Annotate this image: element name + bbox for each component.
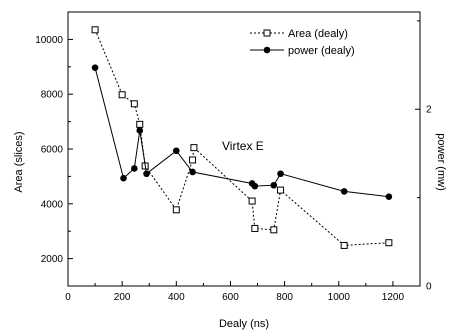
x-tick-label: 1200: [382, 292, 405, 303]
area-data-point: [91, 26, 99, 34]
area-data-point: [190, 144, 198, 152]
x-tick-label: 400: [168, 292, 185, 303]
legend-power-marker: [263, 46, 271, 54]
y-left-tick-label: 4000: [41, 199, 64, 210]
area-data-point: [270, 226, 278, 234]
area-data-point: [251, 224, 259, 232]
legend-area-label: Area (dealy): [288, 28, 348, 40]
area-data-point: [277, 186, 285, 194]
power-data-point: [136, 127, 144, 134]
area-data-point: [248, 197, 256, 205]
power-data-point: [131, 165, 138, 172]
power-data-point: [143, 170, 150, 178]
area-data-point: [385, 239, 393, 247]
y-right-tick-label: 2: [426, 105, 432, 116]
y-right-tick-label: 0: [426, 282, 432, 293]
power-data-point: [173, 147, 180, 155]
power-data-point: [270, 181, 278, 189]
area-data-point: [130, 100, 138, 108]
x-tick-label: 800: [276, 292, 293, 303]
area-data-point: [189, 156, 197, 164]
y-left-tick-label: 8000: [41, 90, 64, 101]
x-tick-label: 600: [222, 292, 239, 303]
power-data-point: [277, 170, 284, 178]
y-axis-left-label: Area (slices): [13, 131, 25, 192]
area-data-point: [340, 241, 348, 249]
y-left-tick-label: 10000: [35, 35, 63, 46]
y-left-tick-label: 2000: [41, 254, 64, 265]
power-data-point: [340, 188, 348, 195]
power-data-point: [385, 193, 393, 201]
power-data-point: [251, 182, 259, 190]
area-data-point: [118, 91, 126, 99]
x-axis-label: Dealy (ns): [219, 318, 269, 330]
area-data-point: [172, 206, 180, 214]
power-data-point: [189, 168, 196, 176]
area-data-point: [136, 120, 144, 128]
chart-annotation: Virtex E: [222, 139, 264, 153]
legend-power-label: power (dealy): [288, 45, 355, 57]
y-left-tick-label: 6000: [41, 145, 64, 156]
x-tick-label: 0: [65, 292, 71, 303]
x-tick-label: 1000: [328, 292, 351, 303]
power-data-point: [91, 64, 99, 71]
x-tick-label: 200: [114, 292, 131, 303]
power-data-point: [120, 174, 127, 182]
legend-area-marker: [263, 29, 271, 37]
y-axis-right-label: power (mw): [435, 133, 447, 190]
